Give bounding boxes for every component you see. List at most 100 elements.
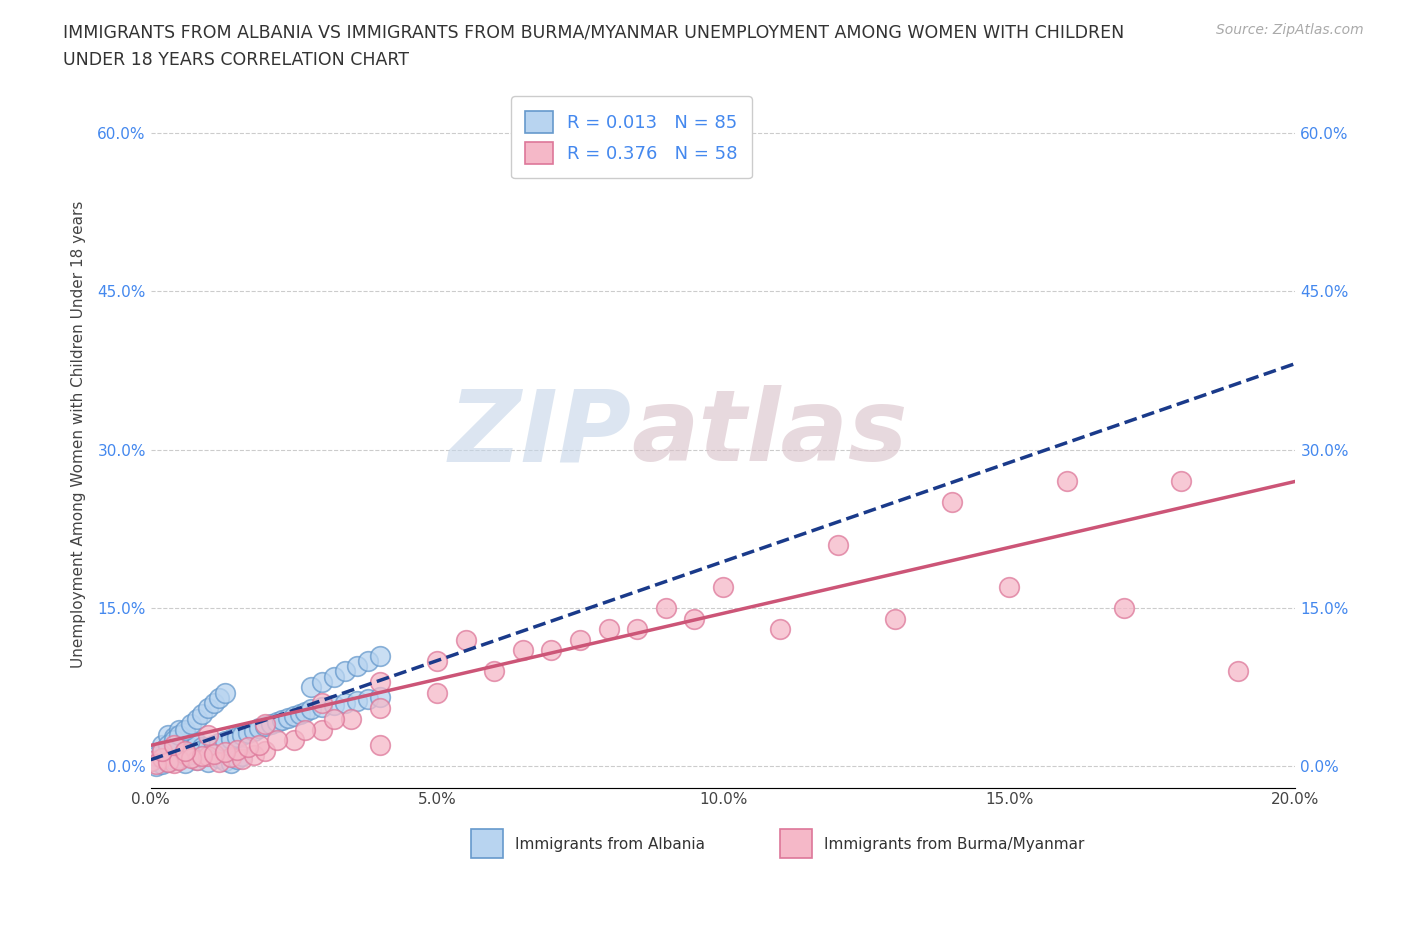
Point <box>145 757 167 772</box>
Point <box>941 495 963 510</box>
Point <box>174 749 197 764</box>
Point <box>225 729 247 744</box>
Point <box>191 740 214 755</box>
FancyBboxPatch shape <box>471 829 503 858</box>
Point <box>368 674 391 689</box>
Point <box>169 722 191 737</box>
Point <box>254 743 277 758</box>
Point <box>186 752 208 767</box>
Y-axis label: Unemployment Among Women with Children Under 18 years: Unemployment Among Women with Children U… <box>72 200 86 668</box>
Point <box>162 737 184 752</box>
Point <box>180 751 202 765</box>
Point <box>156 737 179 752</box>
Point <box>219 732 242 747</box>
Point <box>180 744 202 759</box>
Point <box>145 759 167 774</box>
Point <box>711 579 734 594</box>
Point <box>202 696 225 711</box>
Point <box>368 701 391 716</box>
Point <box>260 717 283 732</box>
Point <box>266 733 288 748</box>
Point <box>202 747 225 762</box>
Text: ZIP: ZIP <box>449 385 631 483</box>
Point <box>311 700 333 715</box>
Point <box>180 717 202 732</box>
Point <box>219 750 242 764</box>
Point <box>249 737 271 752</box>
Point <box>186 744 208 759</box>
Point <box>335 664 357 679</box>
Point <box>186 711 208 726</box>
Point <box>311 674 333 689</box>
Point <box>236 740 259 755</box>
Point <box>208 755 231 770</box>
Point <box>208 736 231 751</box>
Point <box>197 749 219 764</box>
Point <box>191 742 214 757</box>
Text: UNDER 18 YEARS CORRELATION CHART: UNDER 18 YEARS CORRELATION CHART <box>63 51 409 69</box>
Point <box>191 750 214 764</box>
Point <box>214 753 236 768</box>
Point <box>150 743 173 758</box>
Point <box>225 751 247 766</box>
Text: IMMIGRANTS FROM ALBANIA VS IMMIGRANTS FROM BURMA/MYANMAR UNEMPLOYMENT AMONG WOME: IMMIGRANTS FROM ALBANIA VS IMMIGRANTS FR… <box>63 23 1125 41</box>
Point <box>283 733 305 748</box>
Point <box>174 725 197 740</box>
Point <box>454 632 477 647</box>
Point <box>254 717 277 732</box>
Point <box>311 696 333 711</box>
Point <box>186 752 208 767</box>
Point <box>346 694 368 709</box>
Point <box>426 685 449 700</box>
Point <box>827 538 849 552</box>
Point <box>156 743 179 758</box>
Point <box>249 721 271 736</box>
Point <box>288 706 311 721</box>
Point <box>219 756 242 771</box>
Point <box>169 727 191 742</box>
Point <box>169 751 191 765</box>
Point <box>299 702 322 717</box>
Point <box>1227 664 1250 679</box>
Point <box>139 753 162 768</box>
Point <box>998 579 1021 594</box>
Point <box>214 734 236 749</box>
Point <box>368 648 391 663</box>
Point <box>197 727 219 742</box>
Point <box>202 747 225 762</box>
FancyBboxPatch shape <box>780 829 813 858</box>
Point <box>311 722 333 737</box>
Point <box>299 680 322 695</box>
Point <box>322 698 344 712</box>
Point <box>512 147 534 162</box>
Point <box>197 743 219 758</box>
Point <box>626 622 648 637</box>
Point <box>426 654 449 669</box>
Point <box>197 755 219 770</box>
Point <box>335 696 357 711</box>
Point <box>156 755 179 770</box>
Point <box>368 737 391 752</box>
Point <box>346 658 368 673</box>
Point <box>271 712 294 727</box>
Point <box>150 743 173 758</box>
Point <box>236 725 259 740</box>
Point <box>197 701 219 716</box>
Point <box>254 719 277 734</box>
Point <box>208 690 231 705</box>
Point <box>242 724 264 738</box>
Point <box>145 749 167 764</box>
Point <box>208 751 231 765</box>
Point <box>569 632 592 647</box>
Point <box>322 670 344 684</box>
Point <box>266 714 288 729</box>
Point <box>169 751 191 765</box>
Point <box>294 704 316 719</box>
Point <box>512 643 534 658</box>
Point <box>231 727 253 742</box>
Point <box>214 685 236 700</box>
Point <box>357 691 380 706</box>
Point <box>598 622 620 637</box>
Point <box>883 611 905 626</box>
Point <box>231 751 253 766</box>
